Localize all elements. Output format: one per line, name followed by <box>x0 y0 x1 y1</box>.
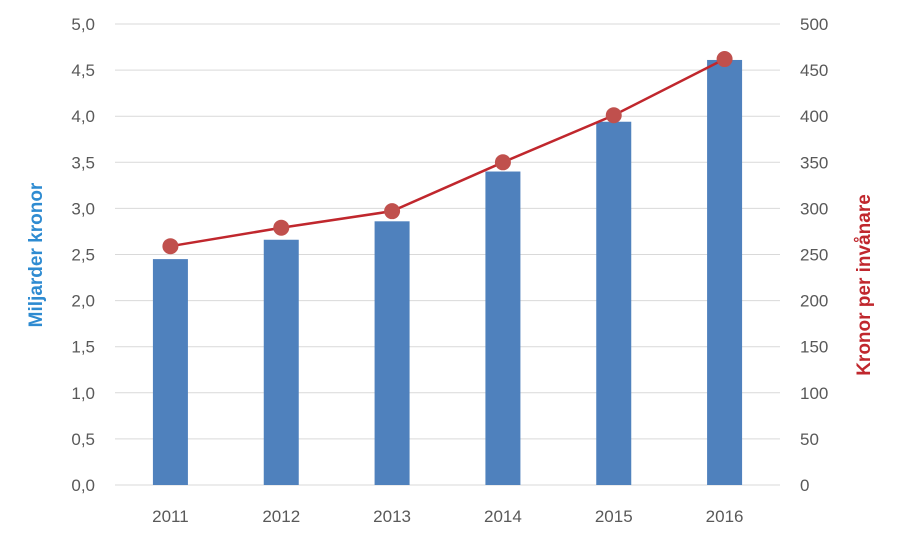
left-tick-label: 3,0 <box>71 199 95 218</box>
x-tick-label: 2016 <box>706 507 744 526</box>
line-point <box>716 51 733 68</box>
left-tick-label: 0,0 <box>71 476 95 495</box>
bar <box>707 59 743 485</box>
bar <box>263 239 299 485</box>
right-tick-label: 500 <box>800 15 828 34</box>
bar-series <box>152 59 743 486</box>
left-tick-label: 2,5 <box>71 246 95 265</box>
left-axis-ticks: 0,0 0,5 1,0 1,5 2,0 2,5 3,0 3,5 4,0 4,5 5,0 <box>71 15 95 495</box>
left-tick-label: 1,0 <box>71 384 95 403</box>
bar <box>596 121 632 486</box>
left-tick-label: 4,0 <box>71 107 95 126</box>
right-tick-label: 200 <box>800 292 828 311</box>
line-point <box>384 203 401 220</box>
right-axis-ticks: 0 50 100 150 200 250 300 350 400 450 500 <box>800 15 828 495</box>
right-tick-label: 0 <box>800 476 809 495</box>
gridlines <box>115 23 780 486</box>
x-axis-ticks: 2011 2012 2013 2014 2015 2016 <box>152 507 743 526</box>
right-tick-label: 250 <box>800 246 828 265</box>
left-tick-label: 5,0 <box>71 15 95 34</box>
left-tick-label: 4,5 <box>71 61 95 80</box>
right-tick-label: 150 <box>800 338 828 357</box>
series-line <box>170 57 726 248</box>
right-tick-label: 450 <box>800 61 828 80</box>
x-tick-label: 2011 <box>152 507 189 526</box>
right-tick-label: 50 <box>800 430 819 449</box>
left-axis-label: Miljarder kronor <box>26 182 47 327</box>
left-tick-label: 0,5 <box>71 430 95 449</box>
right-tick-label: 350 <box>800 153 828 172</box>
bar <box>152 259 188 485</box>
bar <box>485 171 521 485</box>
left-tick-label: 3,5 <box>71 153 95 172</box>
bar <box>374 221 410 486</box>
x-tick-label: 2013 <box>373 507 411 526</box>
right-axis-label: Kronor per invånare <box>854 194 875 376</box>
line-series <box>162 51 733 255</box>
x-tick-label: 2012 <box>262 507 300 526</box>
line-point <box>494 154 511 171</box>
left-tick-label: 2,0 <box>71 292 95 311</box>
right-tick-label: 400 <box>800 107 828 126</box>
x-tick-label: 2014 <box>484 507 522 526</box>
left-tick-label: 1,5 <box>71 338 95 357</box>
right-tick-label: 100 <box>800 384 828 403</box>
x-tick-label: 2015 <box>595 507 633 526</box>
line-point <box>162 238 179 255</box>
line-point <box>273 219 290 236</box>
right-tick-label: 300 <box>800 199 828 218</box>
line-point <box>605 107 622 124</box>
